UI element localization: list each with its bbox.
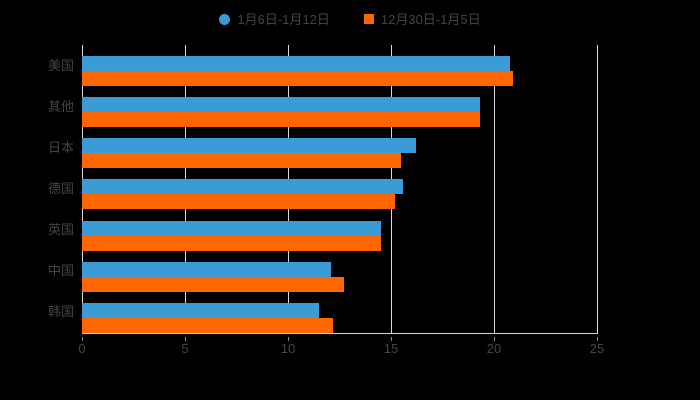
bar-series-1[interactable]	[82, 179, 403, 195]
bar-series-1[interactable]	[82, 261, 331, 277]
x-axis-tick	[597, 337, 598, 341]
x-axis-label: 10	[280, 341, 296, 356]
bar-series-2[interactable]	[82, 153, 401, 169]
bar-series-1[interactable]	[82, 220, 381, 236]
bar-series-2[interactable]	[82, 317, 333, 333]
x-axis-label: 25	[589, 341, 605, 356]
y-axis-label: 韩国	[47, 304, 74, 320]
legend-item-series-1[interactable]: 1月6日-1月12日	[219, 11, 330, 27]
bar-series-2[interactable]	[82, 235, 381, 251]
bar-series-1[interactable]	[82, 302, 319, 318]
y-axis-label: 日本	[47, 139, 74, 155]
bar-group	[82, 86, 597, 128]
x-axis-labels: 0 5 10 15 20 25	[0, 337, 700, 357]
y-axis-label: 中国	[47, 263, 74, 279]
x-axis-line	[82, 333, 598, 334]
x-axis-tick	[185, 337, 186, 341]
bar-group	[82, 251, 597, 292]
bar-group	[82, 210, 597, 251]
bar-series-1[interactable]	[82, 138, 416, 154]
bar-group	[82, 292, 597, 333]
gridline-x-5	[597, 45, 598, 333]
x-axis-tick	[494, 337, 495, 341]
x-axis-label: 15	[383, 341, 399, 356]
bar-series-2[interactable]	[82, 71, 513, 86]
x-axis-tick	[391, 337, 392, 341]
bar-series-2[interactable]	[82, 194, 395, 210]
x-axis-label: 0	[78, 341, 86, 356]
bar-series-1[interactable]	[82, 97, 480, 113]
bar-group	[82, 127, 597, 169]
legend-item-series-2[interactable]: 12月30日-1月5日	[363, 11, 481, 27]
x-axis-label: 5	[181, 341, 189, 356]
y-axis-label: 其他	[47, 98, 74, 114]
chart-legend: 1月6日-1月12日 12月30日-1月5日	[0, 8, 700, 30]
x-axis-tick	[82, 337, 83, 341]
legend-label-series-2: 12月30日-1月5日	[380, 11, 481, 27]
y-axis-label: 德国	[47, 181, 74, 196]
bar-group	[82, 45, 597, 86]
plot-area	[82, 45, 598, 333]
x-axis-tick	[288, 337, 289, 341]
bar-series-2[interactable]	[82, 276, 344, 292]
bar-group	[82, 168, 597, 210]
bar-series-1[interactable]	[82, 56, 510, 71]
bar-series-2[interactable]	[82, 112, 480, 128]
gridline-x-4	[494, 45, 495, 333]
y-axis-label: 英国	[47, 222, 74, 238]
y-axis-label: 美国	[47, 57, 74, 73]
x-axis-label: 20	[486, 341, 502, 356]
legend-circle-marker-icon	[219, 13, 231, 25]
legend-label-series-1: 1月6日-1月12日	[237, 11, 330, 27]
y-axis-labels: 美国其他日本德国英国中国韩国	[0, 45, 74, 333]
legend-square-marker-icon	[363, 14, 374, 24]
